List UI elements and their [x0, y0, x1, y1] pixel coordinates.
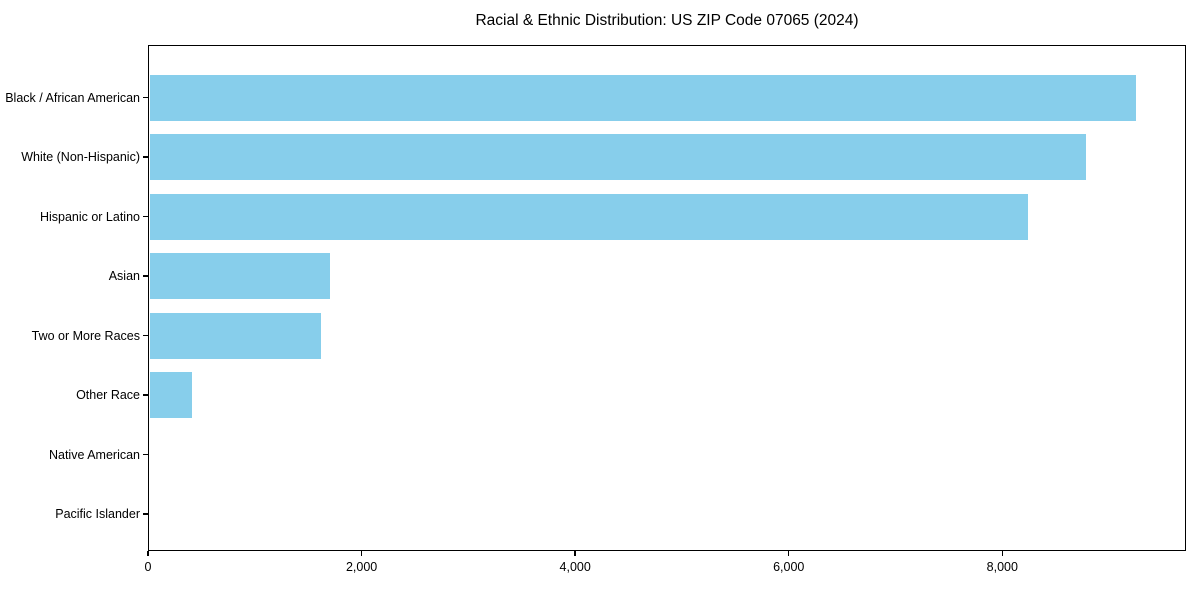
- y-tick-label: White (Non-Hispanic): [21, 150, 140, 164]
- y-tick-mark: [143, 96, 148, 99]
- x-tick-label: 2,000: [345, 560, 378, 574]
- x-tick-label: 4,000: [559, 560, 591, 574]
- y-tick-mark: [143, 275, 148, 277]
- x-tick-label: 0: [144, 560, 152, 574]
- bar-other-race: [149, 372, 192, 418]
- chart-title: Racial & Ethnic Distribution: US ZIP Cod…: [475, 12, 859, 29]
- x-tick-label: 6,000: [773, 560, 805, 574]
- bar-asian: [149, 253, 331, 299]
- y-tick-mark: [143, 394, 148, 396]
- bar-two-or-more-races: [149, 312, 321, 359]
- y-tick-mark: [143, 513, 148, 515]
- x-tick-mark: [360, 551, 363, 556]
- y-tick-label: Other Race: [76, 388, 140, 402]
- y-tick-mark: [143, 334, 148, 337]
- bar-white-non-hispanic: [149, 134, 1086, 180]
- x-tick-label: 8,000: [986, 560, 1018, 574]
- y-tick-label: Two or More Races: [31, 328, 140, 343]
- y-tick-label: Black / African American: [5, 90, 140, 105]
- x-tick-mark: [787, 551, 790, 556]
- y-tick-label: Hispanic or Latino: [39, 209, 140, 224]
- y-tick-mark: [143, 215, 148, 218]
- y-tick-mark: [143, 453, 148, 456]
- y-tick-label: Native American: [48, 447, 140, 462]
- y-tick-label: Pacific Islander: [55, 507, 140, 521]
- bar-black-african-american: [149, 74, 1136, 121]
- x-tick-mark: [147, 551, 149, 556]
- bar-hispanic-or-latino: [149, 193, 1028, 240]
- x-tick-mark: [1001, 551, 1004, 556]
- y-tick-mark: [143, 156, 148, 158]
- y-tick-label: Asian: [108, 269, 140, 283]
- x-tick-mark: [574, 551, 576, 556]
